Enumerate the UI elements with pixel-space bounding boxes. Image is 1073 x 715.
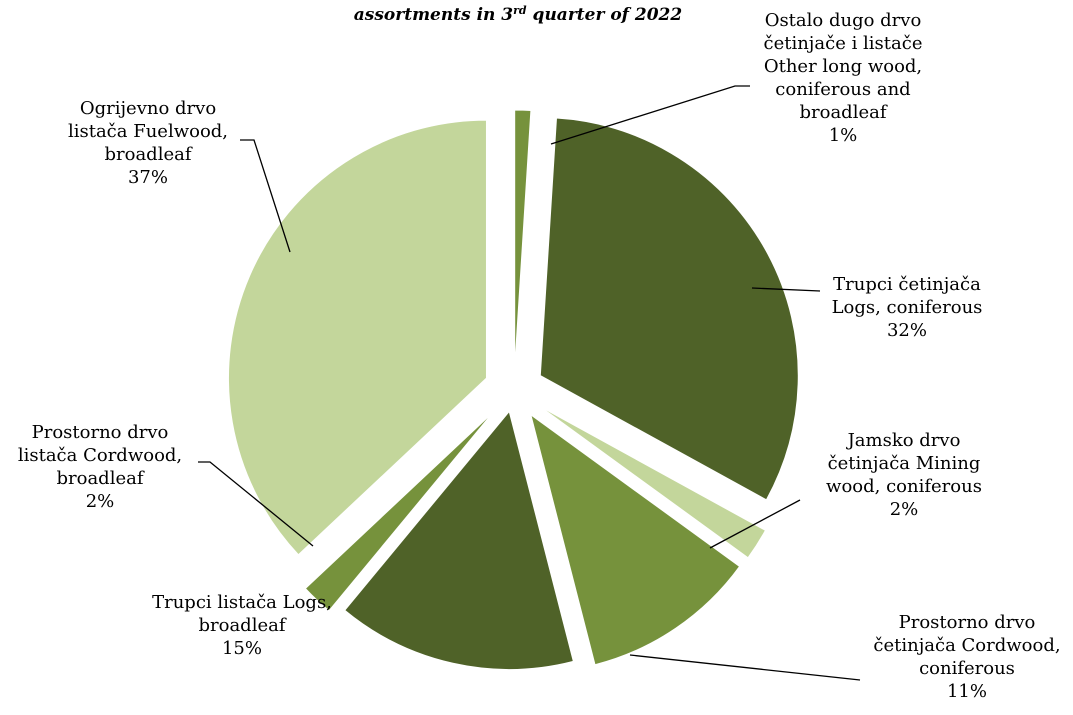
leader-line-2 bbox=[751, 287, 821, 292]
pie-slice-3 bbox=[539, 405, 767, 559]
chart-title: assortments in 3rd quarter of 2022 bbox=[354, 4, 683, 25]
pie-slices bbox=[228, 109, 799, 670]
pie-slice-4 bbox=[530, 413, 741, 666]
slice-label-3: Jamsko drvo četinjača Mining wood, conifer… bbox=[826, 430, 982, 520]
slice-label-5: Trupci listača Logs, broadleaf 15% bbox=[152, 592, 332, 659]
pie-slice-2 bbox=[539, 117, 799, 501]
leader-line-1 bbox=[550, 85, 750, 145]
leader-line-4 bbox=[629, 654, 861, 681]
leader-line-3 bbox=[709, 499, 801, 549]
pie-slice-6 bbox=[304, 411, 494, 612]
pie-slice-5 bbox=[344, 410, 574, 670]
pie-slice-1 bbox=[514, 109, 532, 369]
leader-line-7 bbox=[240, 139, 291, 253]
slice-label-4: Prostorno drvo četinjača Cordwood, conifer… bbox=[873, 612, 1060, 702]
leader-lines bbox=[198, 85, 861, 681]
slice-labels: Ostalo dugo drvo četinjače i listače Other… bbox=[18, 10, 1061, 702]
slice-label-2: Trupci četinjača Logs, coniferous 32% bbox=[832, 274, 983, 341]
slice-label-1: Ostalo dugo drvo četinjače i listače Other… bbox=[763, 10, 922, 146]
slice-label-6: Prostorno drvo listača Cordwood, broadleaf… bbox=[18, 422, 182, 512]
slice-label-7: Ogrijevno drvo listača Fuelwood, broadleaf… bbox=[68, 98, 228, 188]
pie-slice-7 bbox=[228, 119, 487, 556]
leader-line-6 bbox=[198, 461, 314, 547]
